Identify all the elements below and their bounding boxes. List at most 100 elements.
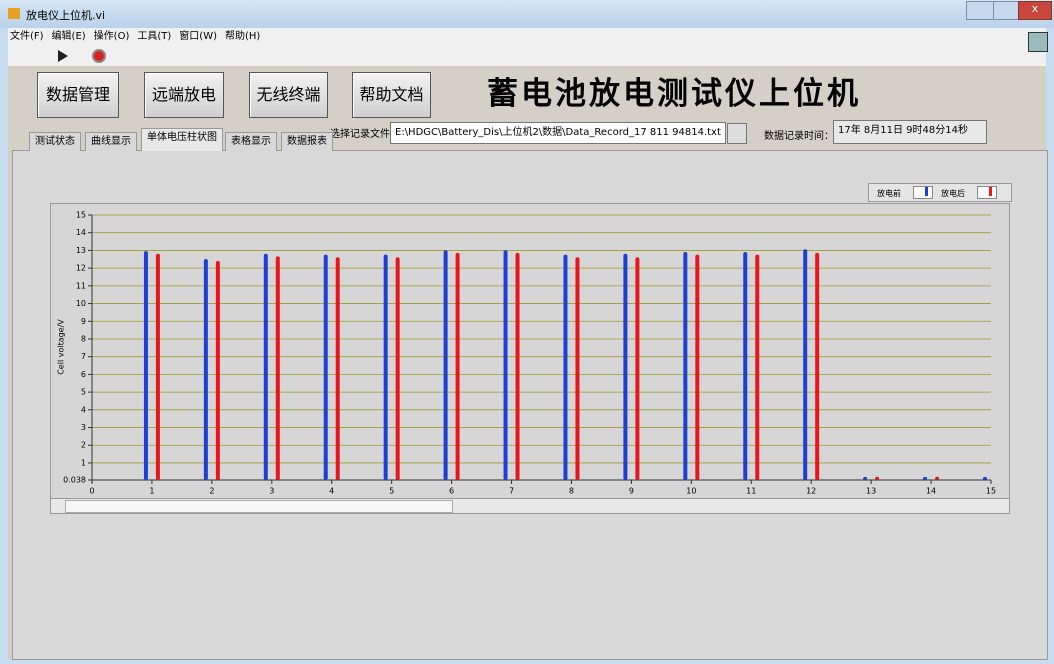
- x-tick-label: 13: [866, 487, 876, 496]
- y-tick-label: 2: [81, 441, 86, 450]
- bar: [983, 476, 987, 480]
- x-tick-label: 9: [629, 487, 634, 496]
- bar: [875, 476, 880, 480]
- x-tick-label: 15: [986, 487, 996, 496]
- x-tick-label: 10: [686, 487, 696, 496]
- bar: [575, 257, 580, 480]
- bar: [515, 252, 520, 480]
- y-axis-label: Cell voltage/V: [57, 319, 66, 375]
- bar: [995, 477, 999, 480]
- bar: [683, 251, 688, 480]
- menu-item[interactable]: 帮助(H): [225, 31, 261, 42]
- x-tick-label: 12: [806, 487, 816, 496]
- x-tick-label: 6: [449, 487, 454, 496]
- menu-item[interactable]: 编辑(E): [51, 31, 86, 42]
- y-tick-label: 1: [81, 458, 86, 467]
- x-tick-label: 8: [569, 487, 574, 496]
- menu-item[interactable]: 窗口(W): [179, 31, 217, 42]
- y-tick-label: 6: [81, 370, 86, 379]
- bar: [863, 476, 868, 480]
- legend-bar: [925, 187, 928, 196]
- tab[interactable]: 表格显示: [225, 132, 277, 151]
- x-tick-label: 3: [269, 487, 274, 496]
- legend-swatch: [913, 186, 933, 199]
- bar: [215, 260, 220, 480]
- app-title: 蓄电池放电测试仪上位机: [487, 76, 861, 112]
- time-label: 数据记录时间：: [764, 131, 834, 142]
- legend-swatch: [977, 186, 997, 199]
- scrollbar[interactable]: [50, 498, 1010, 514]
- menu-item[interactable]: 文件(F): [10, 31, 44, 42]
- bar: [815, 252, 820, 480]
- menu-bar: 文件(F) 编辑(E) 操作(O) 工具(T) 窗口(W) 帮助(H): [8, 28, 1046, 46]
- bar: [335, 257, 340, 480]
- chart-frame: Cell voltage/V 0.038 1 2 3 4 5 6 7 8 9 10 11 12 13 14 1…: [50, 203, 1010, 500]
- legend-bar: [989, 187, 992, 196]
- bar: [455, 252, 460, 480]
- app-icon: [8, 8, 20, 19]
- button[interactable]: 无线终端: [249, 72, 328, 118]
- x-tick-label: 4: [329, 487, 334, 496]
- maximize-button[interactable]: [993, 1, 1019, 20]
- bar: [203, 259, 208, 480]
- bar: [263, 253, 268, 480]
- y-tick-label: 11: [76, 281, 86, 290]
- bar: [383, 254, 388, 480]
- y-tick-label: 15: [76, 211, 86, 220]
- title-bar: 放电仪上位机.vi x: [0, 0, 1054, 28]
- tab[interactable]: 数据报表: [281, 132, 333, 151]
- bar: [803, 249, 808, 480]
- time-value: 17年 8月11日 9时48分14秒: [833, 120, 987, 144]
- y-tick-label: 0.038: [63, 476, 86, 485]
- legend-label: 放电前: [877, 189, 901, 198]
- vi-icon: [1028, 32, 1048, 52]
- button[interactable]: 帮助文档: [352, 72, 431, 118]
- bar: [503, 250, 508, 480]
- bar: [755, 254, 760, 480]
- y-tick-label: 4: [81, 405, 86, 414]
- tab[interactable]: 测试状态: [29, 132, 81, 151]
- bar: [695, 254, 700, 480]
- button[interactable]: 数据管理: [37, 72, 119, 118]
- bar: [743, 251, 748, 480]
- run-button[interactable]: [58, 50, 68, 62]
- minimize-button[interactable]: [966, 1, 994, 20]
- bar: [563, 254, 568, 480]
- toolbar: [8, 32, 1048, 66]
- bar: [143, 251, 148, 480]
- x-tick-label: 7: [509, 487, 514, 496]
- y-tick-label: 10: [76, 299, 86, 308]
- y-tick-label: 13: [76, 246, 86, 255]
- bar: [443, 250, 448, 480]
- x-tick-label: 14: [926, 487, 936, 496]
- x-tick-label: 1: [149, 487, 154, 496]
- bar: [923, 476, 928, 480]
- y-tick-label: 8: [81, 334, 86, 343]
- menu-item[interactable]: 操作(O): [93, 31, 130, 42]
- bar: [635, 257, 640, 480]
- tab[interactable]: 曲线显示: [85, 132, 137, 151]
- x-tick-label: 0: [89, 487, 94, 496]
- bars: [143, 249, 999, 480]
- x-tick-label: 5: [389, 487, 394, 496]
- menu-item[interactable]: 工具(T): [137, 31, 172, 42]
- scroll-thumb[interactable]: [65, 500, 453, 513]
- y-tick-label: 5: [81, 388, 86, 397]
- legend: 放电前 放电后: [868, 183, 1012, 202]
- file-label: 选择记录文件: [330, 129, 390, 140]
- browse-button[interactable]: [727, 123, 747, 144]
- y-tick-label: 14: [76, 228, 86, 237]
- stop-button[interactable]: [92, 49, 106, 63]
- x-tick-label: 2: [209, 487, 214, 496]
- tab[interactable]: 单体电压柱状图: [141, 128, 223, 151]
- y-tick-label: 9: [81, 317, 86, 326]
- bar: [935, 476, 940, 480]
- close-button[interactable]: x: [1018, 1, 1052, 20]
- file-path[interactable]: E:\HDGC\Battery_Dis\上位机2\数据\Data_Record_…: [390, 122, 726, 144]
- bar: [323, 254, 328, 480]
- chart: Cell voltage/V 0.03812345678910111213141…: [57, 211, 999, 496]
- y-tick-label: 7: [81, 352, 86, 361]
- button[interactable]: 远端放电: [144, 72, 224, 118]
